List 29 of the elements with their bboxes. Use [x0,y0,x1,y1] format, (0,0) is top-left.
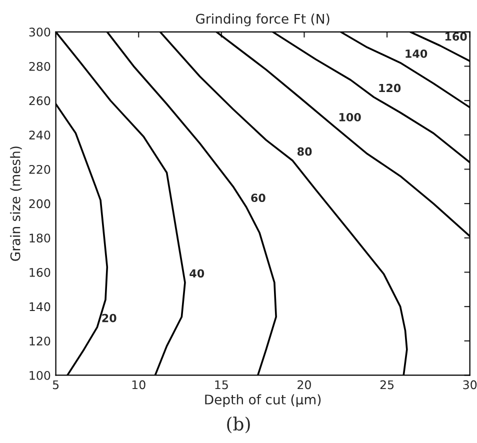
y-tick-label: 140 [30,302,50,312]
x-tick-label: 5 [52,380,59,390]
x-tick-label: 20 [298,380,311,390]
x-tick-label: 30 [463,380,477,390]
x-axis-title: Depth of cut (µm) [205,394,321,408]
annotation: 120 [379,84,401,92]
annotation: 80 [297,147,312,156]
text: (b) [227,416,250,434]
y-tick-label: 220 [29,164,50,174]
annotation: 100 [339,112,361,122]
y-tick-label: 260 [29,96,50,106]
y-tick-label: 280 [29,62,50,71]
annotation: 20 [102,314,116,322]
x-tick-label: 10 [132,380,146,390]
annotation: 140 [406,49,428,58]
y-tick-label: 200 [29,199,50,208]
x-tick-label: 25 [380,380,394,390]
y-tick-label: 300 [29,28,50,37]
annotation: 160 [445,32,467,41]
y-tick-label: 120 [30,336,50,346]
chart-title: Grinding force Ft (N) [196,14,330,26]
y-tick-label: 180 [30,234,50,243]
x-tick-label: 15 [215,380,228,390]
annotation: 60 [251,194,266,202]
y-tick-label: 240 [29,130,50,140]
y-axis-title: Grain size (mesh) [10,146,22,261]
annotation: 40 [190,269,204,278]
y-tick-label: 160 [30,268,50,277]
y-tick-label: 100 [30,370,50,380]
